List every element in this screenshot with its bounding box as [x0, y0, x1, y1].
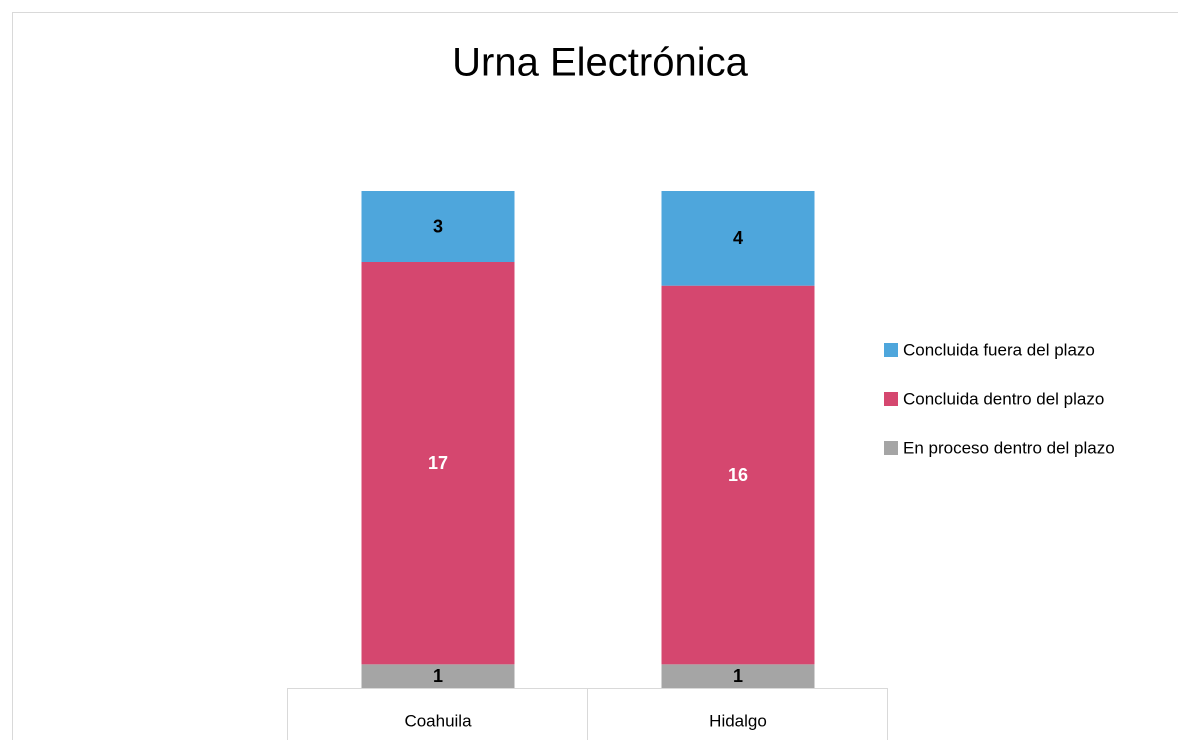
x-tick-label: Hidalgo	[709, 711, 767, 730]
legend-swatch	[884, 441, 898, 455]
bar-segment	[361, 664, 515, 688]
bar-segment	[661, 191, 815, 286]
legend-label: Concluida fuera del plazo	[903, 340, 1095, 359]
legend-swatch	[884, 343, 898, 357]
data-label: 17	[428, 453, 448, 473]
legend-swatch	[884, 392, 898, 406]
legend-label: Concluida dentro del plazo	[903, 389, 1104, 408]
bar-segment	[661, 664, 815, 688]
data-label: 4	[733, 228, 743, 248]
bar-segment	[661, 285, 815, 665]
data-label: 16	[728, 465, 748, 485]
bar-segment	[361, 262, 515, 665]
legend-label: En proceso dentro del plazo	[903, 438, 1115, 457]
x-tick-label: Coahuila	[404, 711, 472, 730]
chart-frame	[12, 12, 1178, 740]
bar-segment	[361, 191, 515, 262]
data-label: 1	[433, 666, 443, 686]
data-label: 3	[433, 216, 443, 236]
chart-title: Urna Electrónica	[452, 41, 748, 85]
data-label: 1	[733, 666, 743, 686]
